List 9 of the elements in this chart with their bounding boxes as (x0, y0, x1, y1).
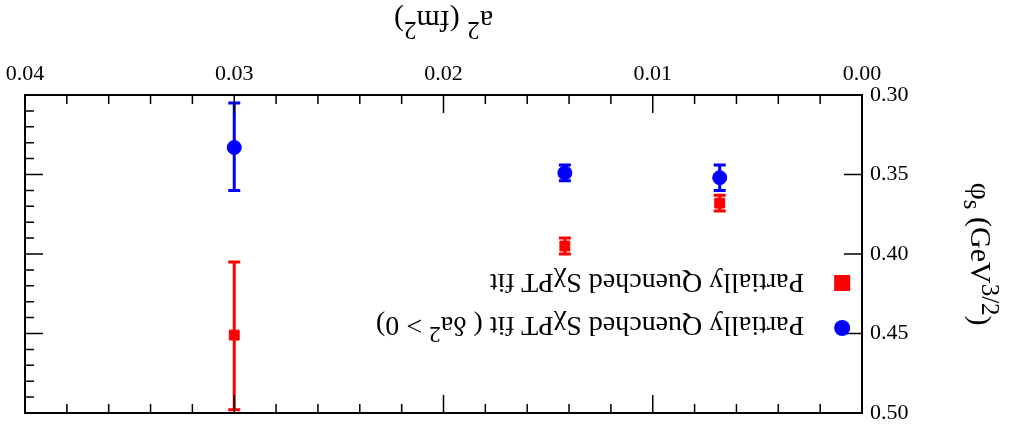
x-tick-label: 0.03 (215, 59, 254, 85)
y-tick-label: 0.45 (870, 319, 909, 345)
x-tick-label: 0.04 (5, 59, 45, 85)
y-tick-label: 0.50 (870, 398, 909, 424)
y-tick-label: 0.35 (870, 160, 909, 186)
legend-label: Partially Quenched SχPT fit (489, 267, 805, 300)
x-tick-label: 0.01 (633, 59, 672, 85)
x-tick-label: 0.02 (424, 59, 463, 85)
y-tick-label: 0.40 (870, 239, 909, 265)
